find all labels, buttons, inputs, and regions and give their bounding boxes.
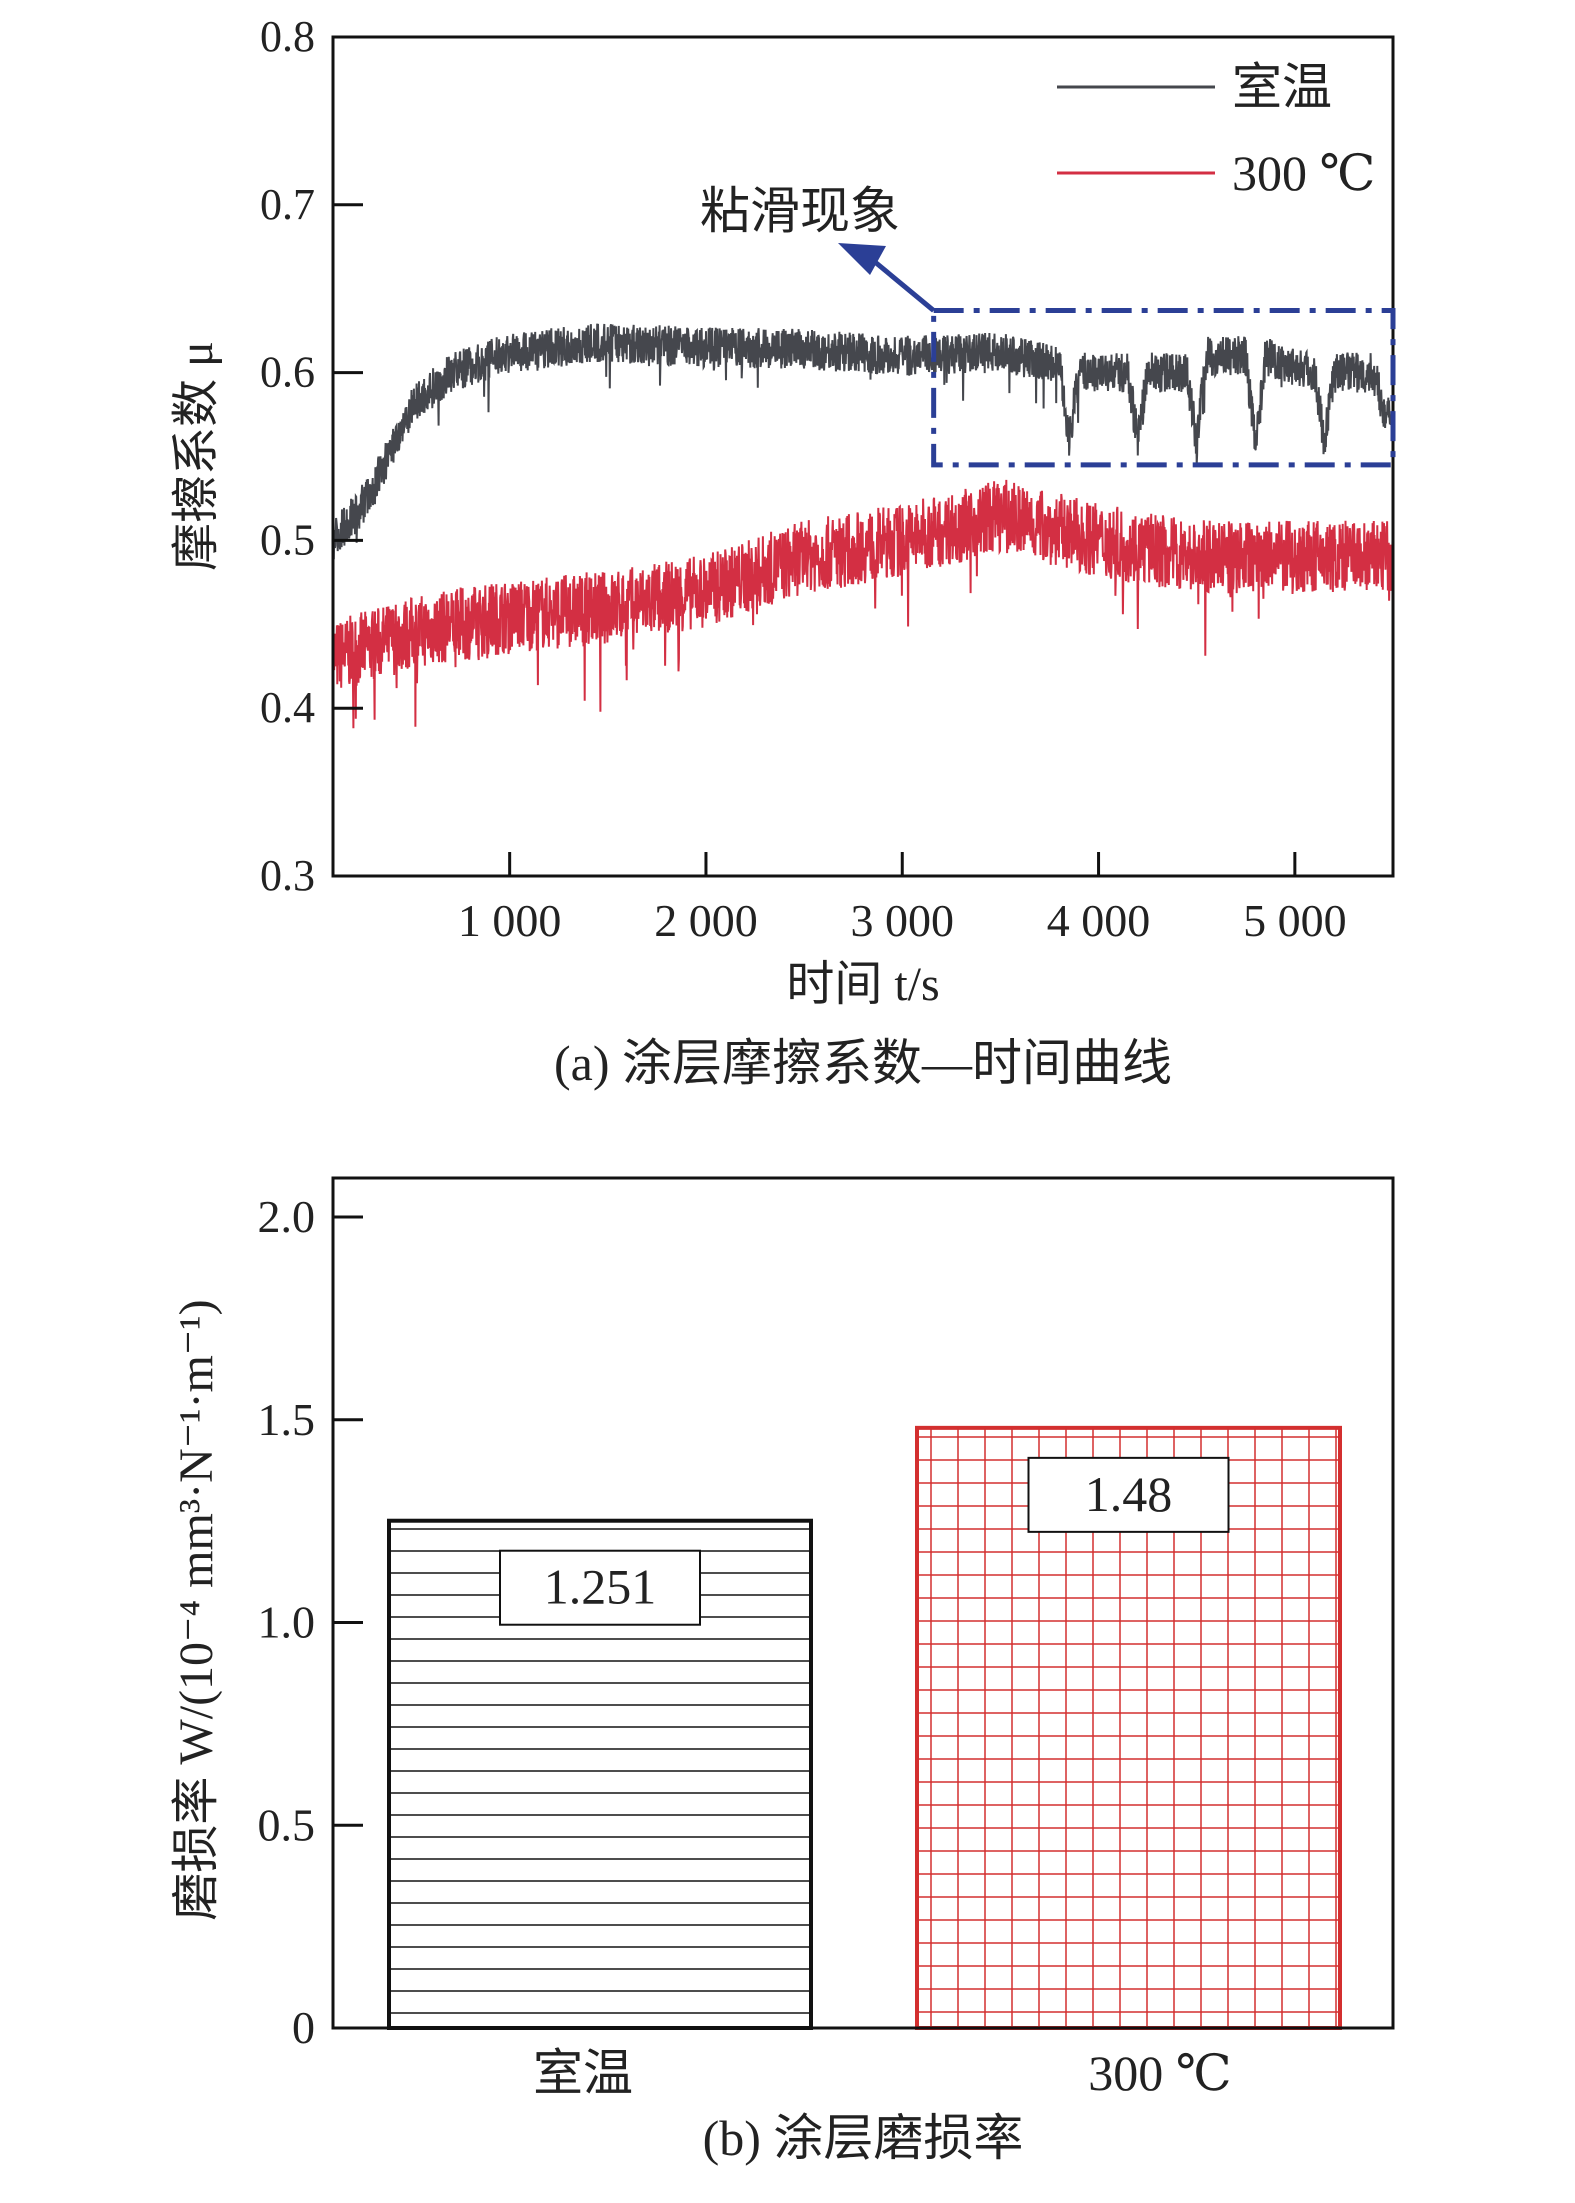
x-tick-label: 1 000	[458, 895, 562, 946]
caption-a: (a) 涂层摩擦系数—时间曲线	[554, 1035, 1172, 1091]
y-tick-label: 0.6	[260, 348, 315, 397]
y-tick-label: 0.8	[260, 12, 315, 61]
series-line-300c	[332, 479, 1394, 729]
y-tick-label: 0.5	[260, 515, 315, 564]
x-tick-label: 2 000	[654, 895, 758, 946]
y-tick-label: 0	[292, 2002, 315, 2053]
arrow-line	[873, 260, 936, 313]
legend-label: 300 ℃	[1232, 145, 1375, 201]
x-tick-label: 300 ℃	[1088, 2045, 1231, 2101]
arrow-head-icon	[838, 243, 886, 275]
y-tick-label: 0.4	[260, 683, 315, 732]
y-tick-label: 0.3	[260, 851, 315, 900]
legend-label: 室温	[1232, 59, 1332, 115]
plot-b-frame	[331, 1176, 1395, 2030]
x-tick-label: 室温	[533, 2045, 633, 2101]
series-line-room-temp	[332, 323, 1394, 560]
y-tick-label: 0.5	[258, 1799, 316, 1850]
value-label: 1.48	[1085, 1466, 1173, 1522]
y-tick-label: 0.7	[260, 180, 315, 229]
y-axis-label: 摩擦系数 μ	[170, 341, 223, 571]
y-tick-label: 2.0	[258, 1191, 316, 1242]
y-tick-label: 1.0	[258, 1597, 316, 1648]
x-axis-label: 时间 t/s	[786, 958, 939, 1011]
stick-slip-box	[931, 308, 1396, 468]
value-label-box	[1027, 1456, 1230, 1533]
caption-b: (b) 涂层磨损率	[703, 2110, 1024, 2166]
value-label-box	[499, 1549, 701, 1626]
x-tick-label: 5 000	[1243, 895, 1347, 946]
y-axis-label: 磨损率 W/(10⁻⁴ mm³·N⁻¹·m⁻¹)	[170, 1299, 223, 1920]
value-label: 1.251	[544, 1559, 657, 1615]
x-tick-label: 4 000	[1047, 895, 1151, 946]
x-tick-label: 3 000	[851, 895, 955, 946]
y-tick-label: 1.5	[258, 1394, 316, 1445]
annotation-label: 粘滑现象	[700, 183, 900, 239]
